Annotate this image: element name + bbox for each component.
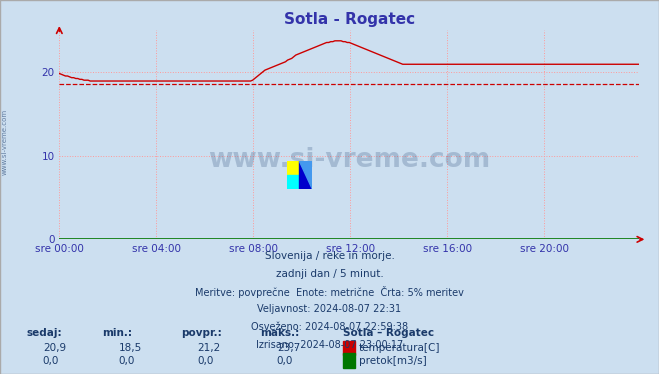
Bar (287, 175, 299, 189)
Text: 0,0: 0,0 (277, 356, 293, 366)
Text: 23,7: 23,7 (277, 343, 300, 353)
Text: Meritve: povprečne  Enote: metrične  Črta: 5% meritev: Meritve: povprečne Enote: metrične Črta:… (195, 286, 464, 298)
Bar (299, 161, 312, 189)
Text: 21,2: 21,2 (198, 343, 221, 353)
Bar (287, 161, 299, 175)
Text: 18,5: 18,5 (119, 343, 142, 353)
Text: Izrisano: 2024-08-07 23:00:17: Izrisano: 2024-08-07 23:00:17 (256, 340, 403, 350)
Text: 0,0: 0,0 (43, 356, 59, 366)
Text: 0,0: 0,0 (198, 356, 214, 366)
Text: zadnji dan / 5 minut.: zadnji dan / 5 minut. (275, 269, 384, 279)
Text: Osveženo: 2024-08-07 22:59:38: Osveženo: 2024-08-07 22:59:38 (251, 322, 408, 332)
Text: www.si-vreme.com: www.si-vreme.com (208, 147, 490, 173)
Text: 0,0: 0,0 (119, 356, 135, 366)
Text: pretok[m3/s]: pretok[m3/s] (359, 356, 427, 366)
Text: maks.:: maks.: (260, 328, 300, 338)
Polygon shape (299, 161, 312, 189)
Text: Sotla – Rogatec: Sotla – Rogatec (343, 328, 434, 338)
Text: sedaj:: sedaj: (26, 328, 62, 338)
Text: temperatura[C]: temperatura[C] (359, 343, 441, 353)
Text: Slovenija / reke in morje.: Slovenija / reke in morje. (264, 251, 395, 261)
Text: povpr.:: povpr.: (181, 328, 222, 338)
Text: www.si-vreme.com: www.si-vreme.com (2, 109, 8, 175)
Text: 20,9: 20,9 (43, 343, 66, 353)
Text: Veljavnost: 2024-08-07 22:31: Veljavnost: 2024-08-07 22:31 (258, 304, 401, 315)
Title: Sotla - Rogatec: Sotla - Rogatec (284, 12, 415, 27)
Text: min.:: min.: (102, 328, 132, 338)
